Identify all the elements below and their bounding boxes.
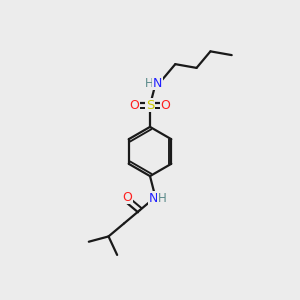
Text: N: N	[148, 192, 158, 205]
Text: S: S	[146, 99, 154, 112]
Text: N: N	[153, 76, 163, 90]
Text: H: H	[144, 76, 153, 90]
Text: O: O	[161, 99, 170, 112]
Text: H: H	[158, 192, 166, 205]
Text: O: O	[130, 99, 139, 112]
Text: O: O	[122, 191, 132, 204]
